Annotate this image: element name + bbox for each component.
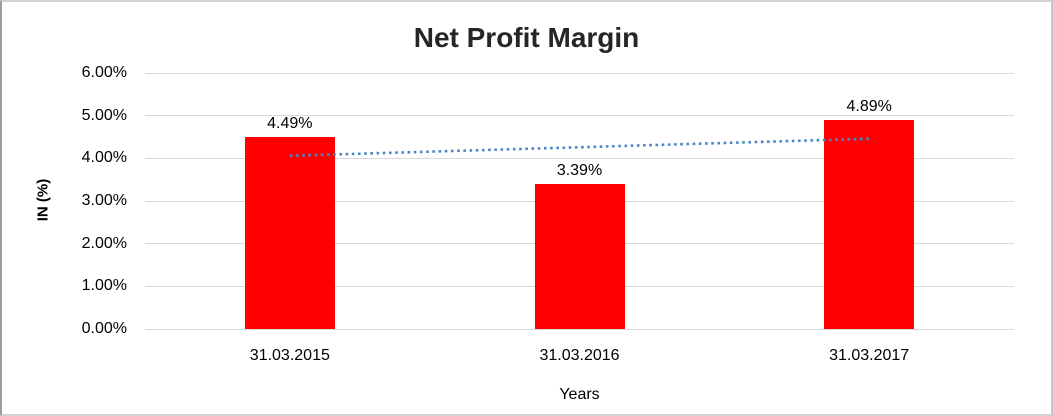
bar-31.03.2016 [534,184,625,329]
y-tick-label: 3.00% [81,192,127,209]
y-tick-label: 2.00% [81,234,127,252]
gridline [145,157,1014,159]
y-tick-label: 0.00% [81,320,127,337]
y-tick-label: 4.00% [81,149,127,167]
gridline [145,328,1014,330]
bar-31.03.2015 [244,137,335,329]
x-tick-label: 31.03.2016 [539,347,620,364]
x-tick-label: 31.03.2015 [249,347,330,364]
bar-31.03.2017 [824,120,915,329]
bar-value-label: 4.49% [267,115,313,133]
y-tick-label: 1.00% [81,277,127,295]
y-tick-label: 6.00% [81,64,127,81]
gridline [145,115,1014,117]
chart-title: Net Profit Margin [413,22,640,53]
bar-value-label: 3.39% [556,162,603,180]
x-axis-title: Years [559,386,600,403]
gridline [145,72,1014,74]
y-tick-label: 5.00% [81,106,127,124]
bar-value-label: 4.89% [846,98,892,116]
x-tick-label: 31.03.2017 [829,347,910,364]
